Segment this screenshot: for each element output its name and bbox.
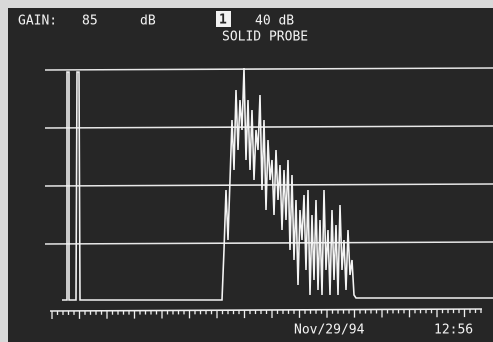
gain-unit: dB bbox=[140, 14, 156, 29]
screen: GAIN: 85 dB 1 40 dB SOLID PROBE Nov/29/9… bbox=[0, 0, 493, 342]
page: {"header": {"gain_label": "GAIN:", "gain… bbox=[0, 0, 493, 342]
probe-label: SOLID PROBE bbox=[222, 30, 308, 45]
date: Nov/29/94 bbox=[294, 323, 365, 338]
level: 40 dB bbox=[255, 14, 294, 29]
time: 12:56 bbox=[434, 323, 473, 338]
gain-label: GAIN: bbox=[18, 14, 57, 29]
gain-value: 85 bbox=[82, 14, 98, 29]
channel: 1 bbox=[219, 13, 227, 28]
